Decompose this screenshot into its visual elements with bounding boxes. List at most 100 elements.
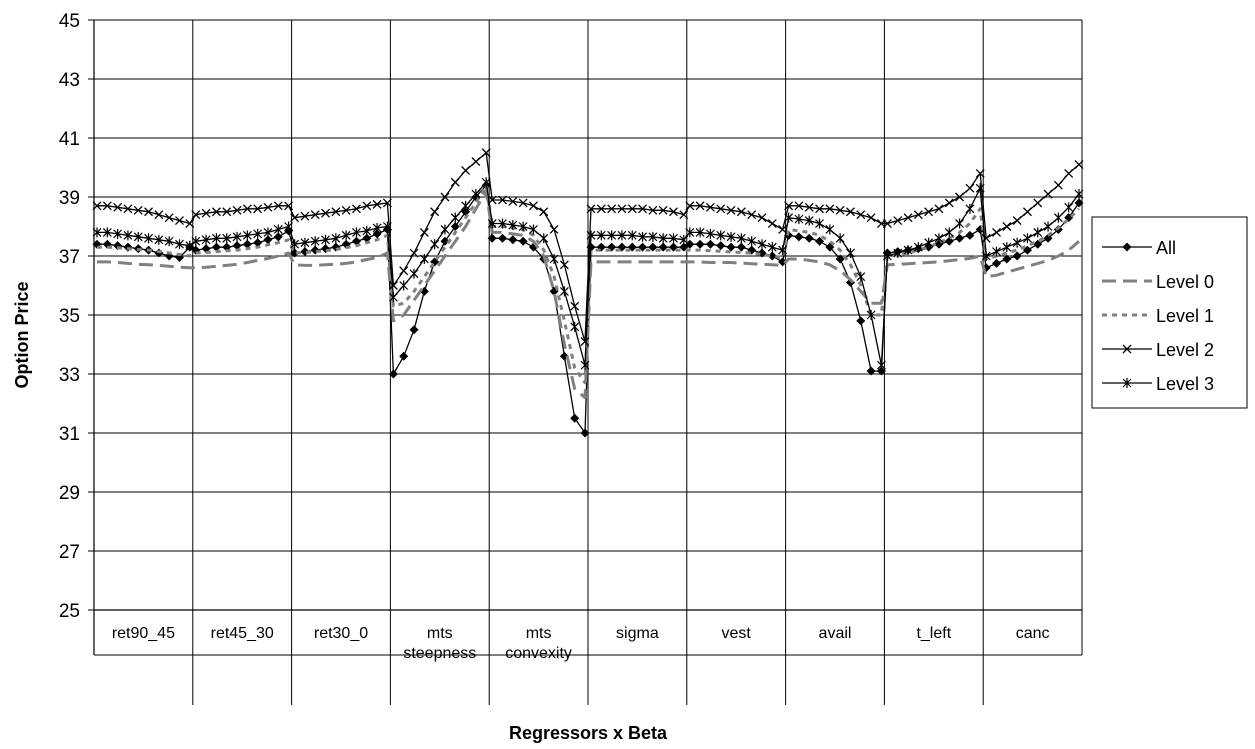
y-tick-label: 45 — [59, 11, 80, 32]
marker-x — [866, 213, 876, 223]
marker-x — [747, 210, 757, 220]
marker-x — [669, 207, 678, 217]
marker-diamond — [242, 239, 252, 249]
marker-asterisk — [767, 242, 777, 253]
marker-asterisk — [658, 233, 668, 244]
marker-diamond — [290, 248, 300, 258]
marker-x — [580, 337, 590, 347]
marker-asterisk — [310, 236, 320, 247]
marker-x — [263, 202, 273, 212]
marker-asterisk — [362, 225, 372, 236]
marker-diamond — [508, 235, 518, 245]
marker-asterisk — [559, 286, 569, 297]
marker-x — [648, 205, 658, 215]
marker-x — [617, 204, 627, 214]
marker-diamond — [955, 233, 965, 243]
marker-asterisk — [726, 231, 736, 242]
marker-asterisk — [617, 230, 627, 241]
marker-asterisk — [549, 253, 559, 264]
marker-x — [934, 204, 944, 214]
marker-asterisk — [825, 224, 835, 235]
marker-diamond — [736, 242, 746, 252]
marker-asterisk — [481, 177, 491, 188]
marker-diamond — [866, 366, 876, 376]
marker-asterisk — [981, 251, 991, 261]
marker-diamond — [570, 413, 580, 423]
marker-asterisk — [518, 221, 528, 232]
marker-x — [1043, 189, 1053, 199]
marker-asterisk — [695, 227, 705, 238]
marker-asterisk — [263, 227, 273, 238]
marker-x — [1064, 168, 1074, 178]
marker-x — [102, 201, 112, 211]
marker-x — [778, 224, 788, 234]
marker-diamond — [726, 242, 736, 252]
marker-x — [981, 233, 991, 243]
marker-diamond — [767, 251, 777, 261]
marker-x — [144, 207, 154, 217]
marker-asterisk — [992, 246, 1001, 257]
marker-diamond — [856, 316, 866, 326]
marker-x — [1002, 222, 1012, 231]
marker-x — [123, 204, 133, 214]
marker-x — [300, 211, 310, 221]
marker-x — [273, 201, 283, 211]
marker-asterisk — [300, 237, 310, 248]
marker-asterisk — [1023, 233, 1032, 244]
y-axis-title: Option Price — [12, 281, 32, 388]
marker-diamond — [399, 351, 409, 361]
marker-x — [430, 207, 440, 217]
marker-asterisk — [430, 239, 440, 250]
plot-frame — [88, 19, 1083, 656]
y-tick-label: 33 — [59, 365, 80, 386]
marker-diamond — [1002, 254, 1012, 264]
series-level-2 — [92, 148, 1084, 347]
marker-diamond — [232, 241, 242, 251]
marker-diamond — [804, 233, 814, 243]
marker-x — [596, 204, 606, 214]
marker-asterisk — [123, 230, 133, 241]
marker-x — [284, 201, 294, 211]
marker-asterisk — [975, 183, 985, 194]
marker-asterisk — [882, 251, 892, 261]
marker-diamond — [300, 247, 310, 257]
marker-asterisk — [201, 234, 211, 245]
marker-x — [767, 219, 777, 229]
marker-asterisk — [382, 221, 392, 232]
marker-asterisk — [102, 227, 112, 238]
y-tick-label: 31 — [59, 424, 80, 445]
category-label: ret45_30 — [211, 625, 274, 642]
marker-x — [638, 204, 648, 214]
marker-x — [222, 207, 232, 217]
marker-asterisk — [934, 233, 944, 244]
marker-x — [440, 192, 450, 202]
marker-x — [607, 204, 617, 214]
marker-x — [695, 201, 705, 211]
marker-asterisk — [716, 230, 726, 241]
marker-x — [352, 204, 361, 214]
category-label: ret30_0 — [314, 625, 368, 642]
marker-diamond — [273, 232, 283, 242]
marker-asterisk — [794, 214, 804, 225]
marker-asterisk — [290, 239, 300, 250]
category-label: mts — [427, 625, 453, 642]
marker-asterisk — [372, 222, 382, 233]
marker-diamond — [815, 236, 825, 246]
marker-asterisk — [685, 227, 695, 238]
marker-asterisk — [321, 234, 330, 245]
marker-diamond — [211, 242, 221, 252]
marker-x — [164, 213, 174, 223]
marker-asterisk — [1122, 378, 1132, 388]
marker-diamond — [372, 229, 382, 239]
marker-asterisk — [253, 228, 263, 239]
marker-x — [175, 216, 184, 226]
marker-x — [825, 204, 835, 214]
marker-diamond — [835, 254, 845, 264]
y-tick-label: 29 — [59, 483, 80, 504]
category-label: vest — [722, 625, 752, 642]
marker-diamond — [440, 236, 450, 246]
marker-diamond — [461, 207, 471, 217]
category-label: t_left — [916, 625, 951, 642]
category-label: canc — [1016, 625, 1050, 642]
marker-asterisk — [924, 237, 934, 248]
